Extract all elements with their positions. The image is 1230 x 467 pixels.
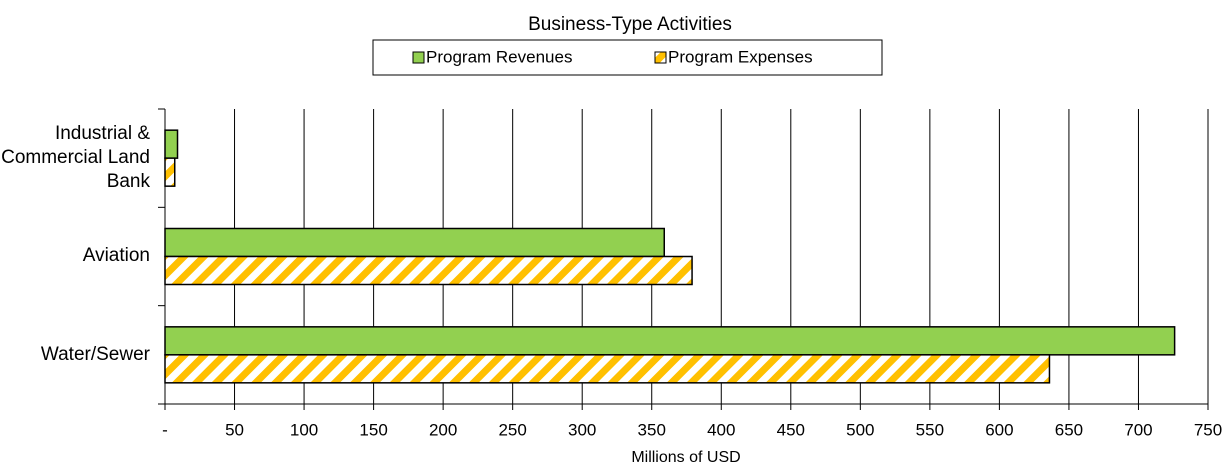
chart-title: Business-Type Activities bbox=[528, 14, 732, 35]
x-tick-label: 100 bbox=[290, 420, 318, 439]
bar bbox=[164, 326, 1176, 356]
x-tick-label: 650 bbox=[1055, 420, 1083, 439]
legend-label: Program Revenues bbox=[426, 47, 572, 66]
bar bbox=[164, 227, 665, 258]
legend-swatch bbox=[412, 51, 425, 64]
x-tick-label: 750 bbox=[1194, 420, 1222, 439]
x-tick-label: 700 bbox=[1124, 420, 1152, 439]
x-tick-label: 450 bbox=[777, 420, 805, 439]
x-tick-label: 550 bbox=[916, 420, 944, 439]
x-tick-label: 300 bbox=[568, 420, 596, 439]
x-tick-label: - bbox=[162, 420, 168, 439]
x-tick-label: 350 bbox=[638, 420, 666, 439]
y-tick-label: Aviation bbox=[82, 245, 150, 267]
legend-box bbox=[372, 39, 883, 76]
bar bbox=[164, 157, 176, 187]
x-tick-label: 200 bbox=[429, 420, 457, 439]
bar bbox=[164, 354, 1051, 384]
x-tick-label: 500 bbox=[846, 420, 874, 439]
x-tick-label: 250 bbox=[498, 420, 526, 439]
x-tick-label: 150 bbox=[359, 420, 387, 439]
y-tick-label: Industrial & Commercial Land Bank bbox=[1, 123, 150, 193]
x-tick-label: 600 bbox=[985, 420, 1013, 439]
bar bbox=[164, 255, 693, 286]
y-tick-label: Water/Sewer bbox=[40, 343, 150, 365]
legend-label: Program Expenses bbox=[668, 47, 813, 66]
bar bbox=[164, 129, 179, 159]
legend-swatch bbox=[654, 51, 667, 64]
x-tick-label: 400 bbox=[707, 420, 735, 439]
x-tick-label: 50 bbox=[225, 420, 244, 439]
x-axis-label: Millions of USD bbox=[631, 449, 740, 466]
